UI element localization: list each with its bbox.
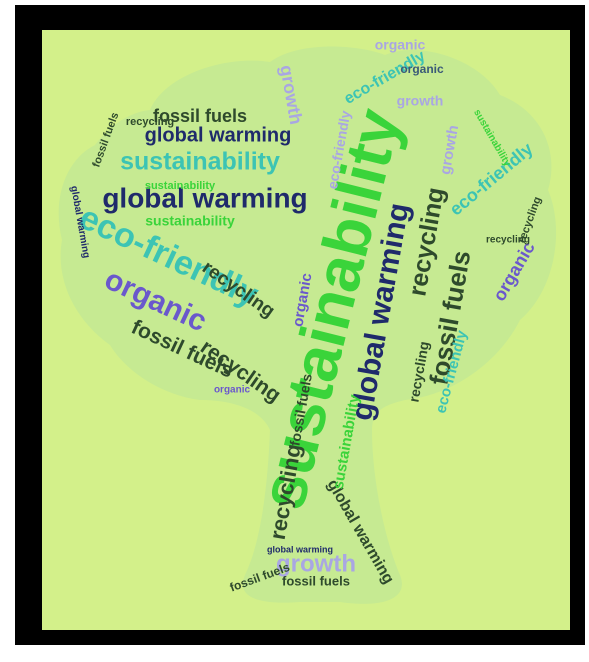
word: global warming [267,544,333,554]
word-cloud-image: sustainability global warming sustainabili… [0,0,589,657]
word: fossil fuels [282,573,350,588]
word: recycling [126,116,174,128]
word: organic [375,37,426,53]
word: organic [400,62,444,76]
word: organic [214,385,251,396]
word: sustainability [120,148,280,176]
word: sustainability [145,180,216,192]
word: sustainability [145,213,235,229]
page: {"words": ["sustainability", "global war… [0,0,589,657]
word: growth [397,93,444,109]
